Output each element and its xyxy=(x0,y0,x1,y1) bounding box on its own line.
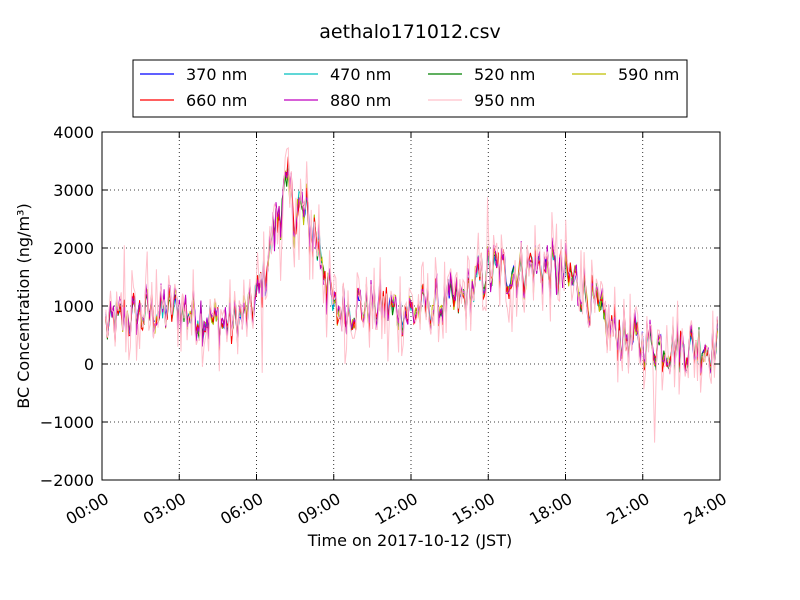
x-tick-label: 03:00 xyxy=(140,489,189,529)
x-tick-label: 24:00 xyxy=(681,489,730,529)
chart-title: aethalo171012.csv xyxy=(319,21,501,43)
y-tick-label: 4000 xyxy=(53,123,94,142)
legend-label: 520 nm xyxy=(474,65,535,84)
x-tick-label: 06:00 xyxy=(217,489,266,529)
y-axis-label: BC Concentration (ng/m³) xyxy=(14,203,33,408)
x-tick-label: 21:00 xyxy=(603,489,652,529)
legend-label: 370 nm xyxy=(186,65,247,84)
y-tick-label: 0 xyxy=(84,355,94,374)
y-tick-label: 2000 xyxy=(53,239,94,258)
legend-label: 880 nm xyxy=(330,91,391,110)
x-tick-label: 09:00 xyxy=(294,489,343,529)
y-tick-label: −1000 xyxy=(40,413,94,432)
legend: 370 nm 470 nm 520 nm 590 nm 660 nm 880 nm 950 … xyxy=(133,60,687,117)
legend-label: 590 nm xyxy=(618,65,679,84)
x-axis-label: Time on 2017-10-12 (JST) xyxy=(307,531,512,550)
x-tick-label: 18:00 xyxy=(526,489,575,529)
x-tick-label: 15:00 xyxy=(449,489,498,529)
legend-label: 950 nm xyxy=(474,91,535,110)
y-tick-label: 3000 xyxy=(53,181,94,200)
y-tick-label: 1000 xyxy=(53,297,94,316)
legend-label: 470 nm xyxy=(330,65,391,84)
legend-label: 660 nm xyxy=(186,91,247,110)
x-tick-label: 00:00 xyxy=(63,489,112,529)
y-tick-label: −2000 xyxy=(40,471,94,490)
x-tick-label: 12:00 xyxy=(372,489,421,529)
